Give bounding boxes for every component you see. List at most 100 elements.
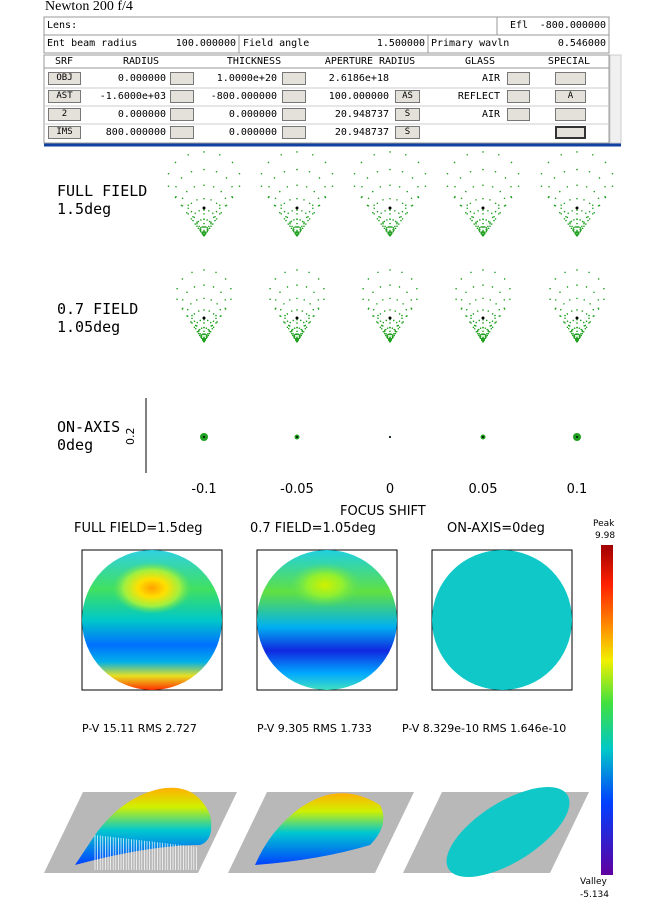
spot-dot [588, 314, 590, 317]
spot-dot [206, 219, 208, 221]
spot-dot [317, 278, 320, 280]
spot-dot [313, 212, 315, 214]
spot-dot [573, 229, 575, 231]
spot-dot [572, 319, 574, 322]
spot-dot [197, 220, 200, 223]
spot-dot [203, 309, 205, 311]
spot-dot [224, 278, 227, 280]
spot-dot [574, 226, 576, 228]
spot-dot [215, 314, 217, 317]
spot-dot [585, 286, 588, 288]
spot-dot [487, 227, 490, 230]
thickness-button[interactable] [282, 108, 306, 121]
spot-dot [597, 308, 600, 310]
radius-value: 0.000000 [117, 109, 166, 120]
radius-button[interactable] [170, 90, 194, 103]
spot-dot [510, 186, 512, 188]
spot-dot [401, 171, 404, 173]
spot-dot [460, 308, 463, 310]
spot-dot [573, 219, 575, 221]
spot-dot [194, 223, 196, 225]
spot-dot [475, 325, 477, 327]
spot-dot [296, 309, 298, 311]
spot-dot [225, 177, 228, 179]
spot-dot [585, 320, 588, 322]
spot-dot [215, 218, 218, 220]
thickness-button[interactable] [282, 72, 306, 85]
spot-dot [195, 324, 197, 327]
spot-dot [498, 154, 500, 156]
spot-dot [293, 231, 295, 233]
spot-dot [482, 333, 484, 336]
spot-dot [286, 326, 289, 328]
spot-dot [379, 313, 382, 315]
spot-dot [517, 173, 520, 175]
spot-dot [484, 226, 486, 228]
spot-dot [389, 222, 391, 225]
srf-button[interactable]: 2 [48, 108, 81, 121]
peak-label: Peak [593, 519, 615, 529]
glass-button[interactable] [507, 108, 530, 121]
spot-dot [576, 218, 578, 220]
spot-dot [498, 309, 500, 311]
radius-button[interactable] [170, 126, 194, 139]
spot-dot [393, 319, 395, 322]
aperture-button[interactable]: AS [395, 90, 420, 103]
spot-dot [203, 326, 205, 329]
spot-dot [389, 336, 391, 338]
special-button[interactable] [555, 72, 586, 85]
spot-dot [559, 291, 561, 293]
spot-dot [466, 207, 468, 209]
spot-dot [487, 225, 489, 228]
spot-dot [460, 197, 463, 200]
radius-button[interactable] [170, 72, 194, 85]
spot-dot [396, 199, 398, 201]
spot-dot [210, 223, 212, 225]
special-button[interactable] [555, 126, 586, 139]
spot-dot [479, 231, 481, 233]
spot-dot [313, 315, 315, 317]
spot-dot [393, 333, 395, 335]
thickness-value: 1.0000e+20 [216, 73, 277, 84]
spot-dot [296, 326, 298, 329]
spot-dot [191, 314, 193, 317]
spot-dot [384, 332, 386, 335]
spot-dot [417, 186, 419, 188]
spot-dot [196, 331, 198, 333]
glass-button[interactable] [507, 90, 530, 103]
spot-dot [200, 334, 203, 336]
spot-dot [216, 321, 218, 323]
spot-dot [588, 317, 590, 319]
spot-dot [181, 308, 184, 310]
srf-button[interactable]: AST [48, 90, 81, 103]
spot-dot [490, 328, 492, 330]
spot-dot [482, 326, 484, 329]
srf-button[interactable]: IMS [48, 126, 81, 139]
spot-dot [489, 299, 491, 301]
aperture-button[interactable]: S [395, 126, 420, 139]
srf-button[interactable]: OBJ [48, 72, 81, 85]
spot-dot [587, 219, 589, 222]
spot-dot [175, 186, 177, 188]
spot-dot [389, 184, 391, 186]
spot-dot [376, 303, 378, 305]
spot-dot [575, 338, 577, 340]
spot-dot [386, 334, 389, 336]
spot-dot [416, 288, 418, 290]
spot-dot [576, 168, 578, 171]
spot-dot [193, 326, 196, 328]
glass-value: AIR [481, 73, 500, 84]
spot-dot [567, 223, 569, 225]
spot-dot [396, 299, 398, 301]
spot-dot [482, 297, 484, 300]
thickness-button[interactable] [282, 90, 306, 103]
glass-button[interactable] [507, 72, 530, 85]
spot-dot [285, 216, 287, 218]
special-button[interactable] [555, 108, 586, 121]
spot-dot [597, 299, 599, 301]
aperture-button[interactable]: S [395, 108, 420, 121]
thickness-button[interactable] [282, 126, 306, 139]
special-button[interactable]: A [555, 90, 586, 103]
radius-button[interactable] [170, 108, 194, 121]
spot-dot [566, 286, 569, 288]
